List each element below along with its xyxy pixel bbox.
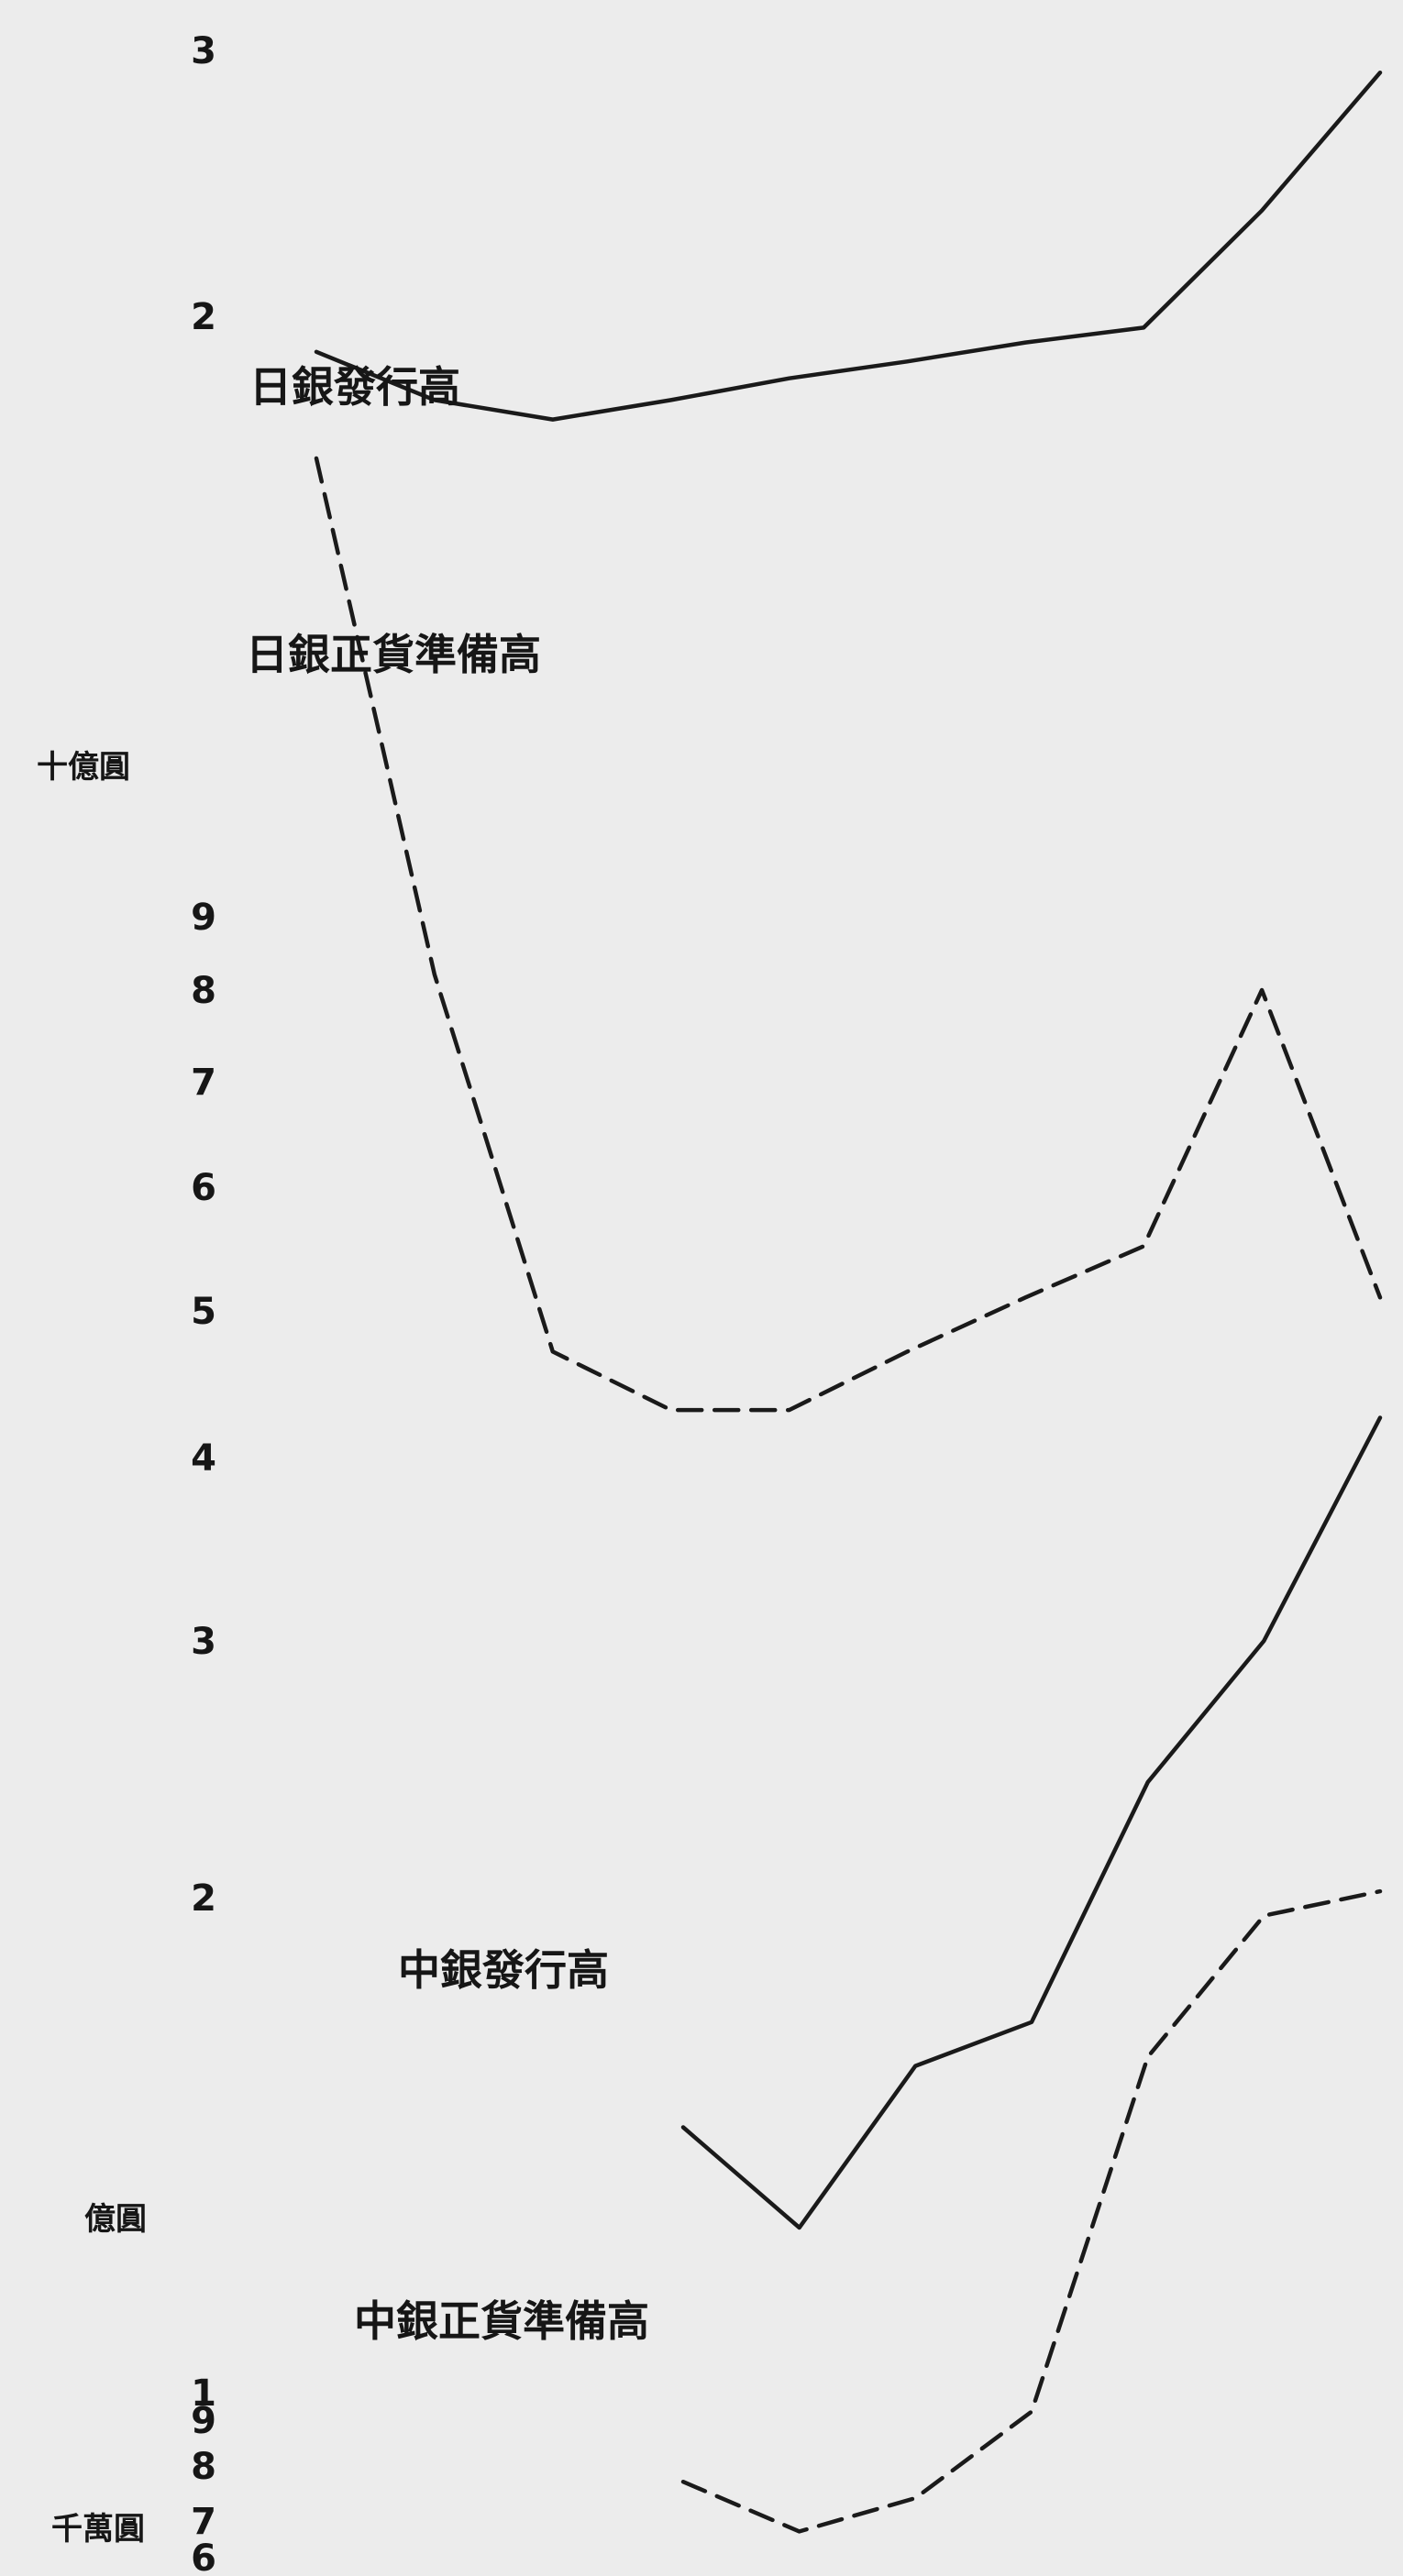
y-tick-label: 8 xyxy=(191,2446,216,2488)
series-label-central-bank-issuance: 中銀發行高 xyxy=(398,1945,609,1995)
y-tick-label: 8 xyxy=(191,970,216,1012)
y-tick-label: 2 xyxy=(191,296,216,338)
y-tick-label: 5 xyxy=(191,1291,216,1333)
series-label-boj-issuance: 日銀發行高 xyxy=(249,362,460,412)
y-tick-label: 7 xyxy=(191,1062,216,1104)
y-tick-label: 9 xyxy=(191,897,216,939)
central-bank-specie-reserve-line xyxy=(680,1888,1383,2534)
y-tick-label: 7 xyxy=(191,2501,216,2543)
series-label-boj-specie-reserve: 日銀正貨準備高 xyxy=(246,630,541,679)
y-tick-label: 6 xyxy=(191,1167,216,1209)
unit-label-top: 十億圓 xyxy=(37,749,130,786)
y-tick-label: 6 xyxy=(191,2537,216,2576)
series-lines xyxy=(314,70,1383,2534)
boj-specie-reserve-line xyxy=(314,456,1383,1413)
y-tick-label: 1 xyxy=(191,2372,216,2415)
unit-label-bottom: 千萬圓 xyxy=(51,2511,145,2548)
unit-label-middle: 億圓 xyxy=(84,2201,147,2238)
y-tick-label: 4 xyxy=(191,1437,216,1480)
y-tick-label: 3 xyxy=(191,1621,216,1663)
central-bank-issuance-line xyxy=(680,1415,1383,2230)
series-label-central-bank-specie-reserve: 中銀正貨準備高 xyxy=(354,2296,649,2346)
boj-issuance-line xyxy=(314,70,1383,422)
y-tick-label: 9 xyxy=(191,2400,216,2442)
y-tick-label: 2 xyxy=(191,1877,216,1920)
y-tick-label: 3 xyxy=(191,30,216,72)
